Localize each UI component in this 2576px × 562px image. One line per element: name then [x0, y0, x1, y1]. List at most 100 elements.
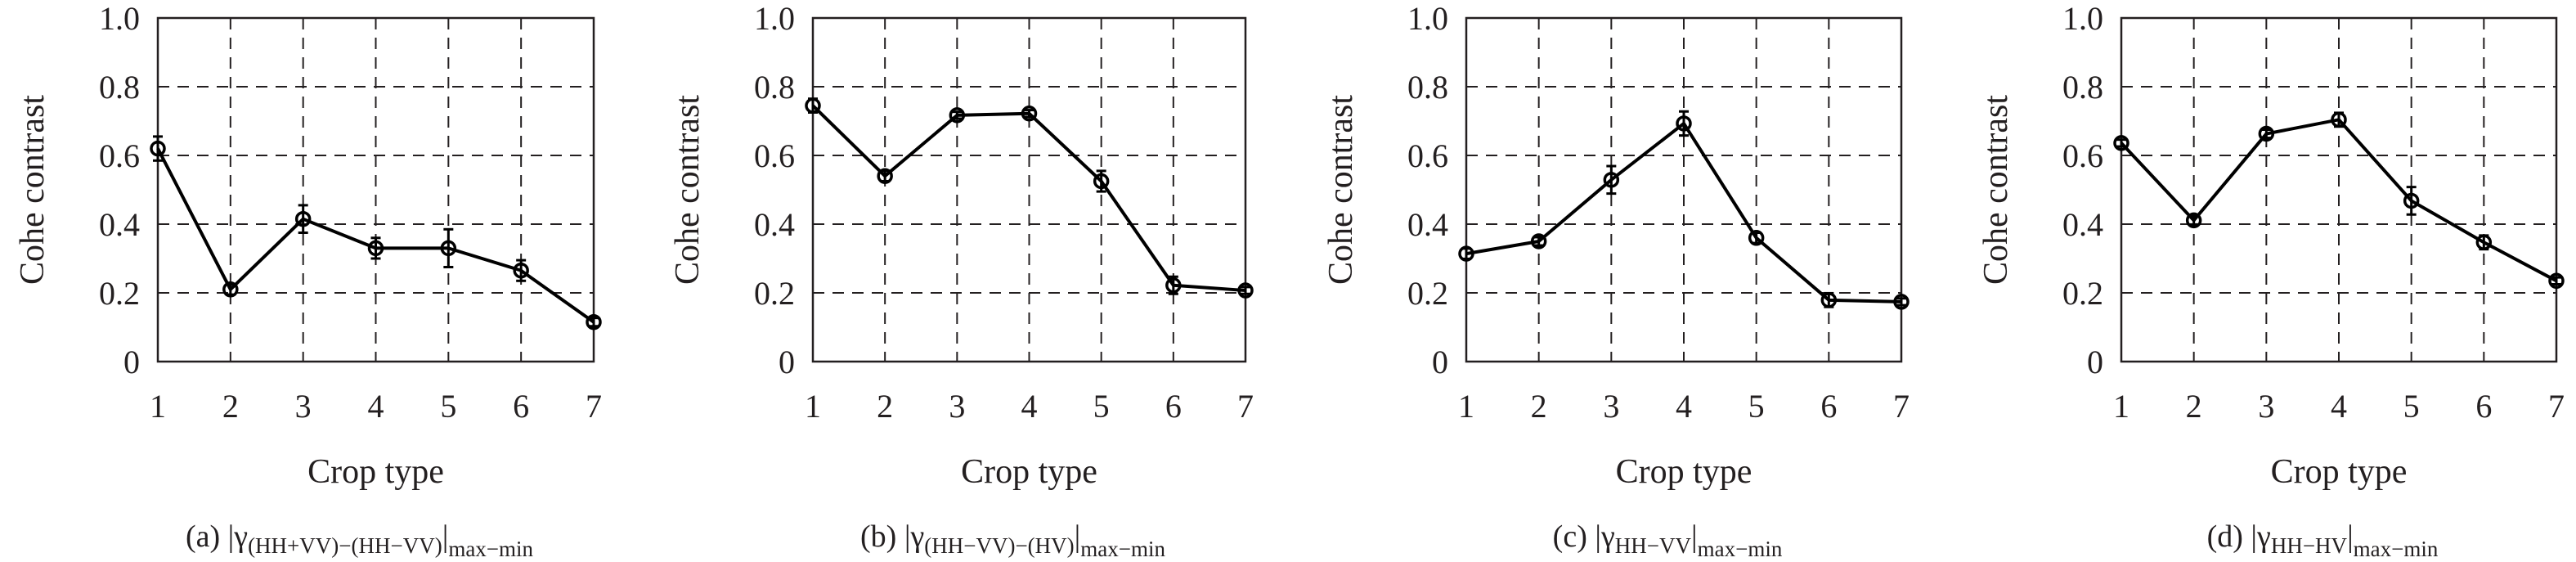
- x-tick-label: 7: [2548, 388, 2565, 425]
- x-tick-label: 6: [2475, 388, 2492, 425]
- error-bar: [952, 110, 963, 120]
- error-bar: [298, 204, 308, 234]
- data-point-marker: [150, 140, 166, 157]
- caption-outer-subscript: max−min: [1698, 537, 1783, 561]
- y-tick-label: 0.2: [754, 275, 795, 312]
- y-tick-label: 0.4: [2062, 206, 2103, 243]
- caption-symbol: γ: [1600, 519, 1615, 554]
- subfigure-caption: (d) |γHH−HV|max−min: [2207, 519, 2439, 561]
- data-point-marker: [2475, 234, 2493, 251]
- data-point-marker: [440, 240, 457, 257]
- caption-symbol: γ: [909, 519, 924, 554]
- y-tick-label: 1.0: [754, 0, 795, 37]
- error-bar: [2551, 276, 2561, 285]
- x-tick-label: 6: [1165, 388, 1182, 425]
- x-tick-label: 5: [1093, 388, 1110, 425]
- error-bar: [2406, 186, 2417, 216]
- subfigure-caption: (c) |γHH−VV|max−min: [1553, 519, 1783, 561]
- x-axis-label: Crop type: [307, 453, 444, 491]
- x-tick-label: 7: [1893, 388, 1910, 425]
- caption-label: (a): [186, 519, 228, 554]
- y-tick-label: 0.4: [754, 206, 795, 243]
- data-point-marker: [805, 97, 821, 114]
- error-bar: [1896, 297, 1906, 307]
- y-axis-label: Cohe contrast: [14, 95, 52, 285]
- data-point-marker: [294, 210, 312, 227]
- caption-symbol: γ: [233, 519, 248, 554]
- x-axis-label: Crop type: [961, 453, 1097, 491]
- chart-panel-c: 0 0.2 0.4 0.6 0.8 1.0 1 2 3 4 5 6 7 Crop type Cohe con…: [1322, 0, 1910, 561]
- x-tick-label: 6: [513, 388, 529, 425]
- x-tick-label: 4: [2331, 388, 2347, 425]
- data-point-marker: [1093, 173, 1110, 190]
- error-bar: [153, 135, 163, 162]
- error-bar: [1606, 164, 1617, 196]
- x-tick-label: 1: [2113, 388, 2129, 425]
- caption-subscript: HH−HV: [2271, 533, 2348, 558]
- chart-panel-a: 0 0.2 0.4 0.6 0.8 1.0 1 2 3 4 5 6 7 Crop type Cohe con…: [14, 0, 602, 561]
- data-point-marker: [2548, 272, 2565, 290]
- y-tick-label: 1.0: [99, 0, 140, 37]
- error-bar: [443, 227, 454, 268]
- data-point-marker: [1748, 230, 1765, 246]
- data-point-marker: [2185, 212, 2202, 229]
- x-tick-label: 7: [1237, 388, 1254, 425]
- data-point-marker: [877, 168, 893, 184]
- caption-subscript: HH−VV: [1615, 533, 1692, 558]
- data-point-marker: [1165, 277, 1182, 294]
- y-tick-label: 0.2: [1407, 275, 1448, 312]
- data-point-marker: [1530, 233, 1547, 250]
- x-tick-label: 2: [877, 388, 893, 425]
- caption-subscript: (HH−VV)−(HV): [924, 533, 1074, 558]
- caption-abs-close: |: [1691, 519, 1698, 554]
- x-tick-label: 4: [1676, 388, 1692, 425]
- data-point-marker: [513, 262, 529, 279]
- x-tick-label: 2: [1531, 388, 1547, 425]
- error-bar: [1241, 285, 1250, 295]
- y-tick-label: 0.8: [1407, 69, 1448, 106]
- x-tick-label: 1: [1458, 388, 1474, 425]
- x-tick-label: 5: [1748, 388, 1765, 425]
- y-tick-label: 0.2: [2062, 275, 2103, 312]
- data-point-marker: [1820, 292, 1838, 308]
- data-point-marker: [1603, 172, 1620, 188]
- y-tick-label: 0: [1432, 344, 1448, 380]
- x-tick-label: 3: [295, 388, 312, 425]
- y-tick-label: 0.4: [99, 206, 140, 243]
- caption-label: (d): [2207, 519, 2251, 554]
- y-tick-label: 0: [123, 344, 140, 380]
- data-point-marker: [586, 313, 602, 330]
- x-tick-label: 1: [150, 388, 166, 425]
- x-tick-label: 3: [949, 388, 965, 425]
- subfigure-caption: (a) |γ(HH+VV)−(HH−VV)|max−min: [186, 519, 534, 561]
- y-tick-label: 0: [2087, 344, 2103, 380]
- data-point-marker: [2258, 125, 2275, 142]
- caption-outer-subscript: max−min: [1080, 537, 1165, 561]
- x-tick-label: 5: [440, 388, 456, 425]
- caption-abs-close: |: [1075, 519, 1081, 554]
- error-bar: [1024, 109, 1034, 119]
- data-point-marker: [1893, 294, 1910, 310]
- plot-frame: [2120, 16, 2558, 363]
- x-tick-label: 3: [1603, 388, 1619, 425]
- data-point-marker: [1021, 106, 1038, 122]
- x-tick-label: 6: [1820, 388, 1837, 425]
- y-tick-label: 0.2: [99, 275, 140, 312]
- plot-frame: [811, 16, 1247, 363]
- chart-panel-d: 0 0.2 0.4 0.6 0.8 1.0 1 2 3 4 5 6 7 Crop type Cohe con…: [1977, 0, 2565, 561]
- error-bar: [1679, 110, 1689, 137]
- x-tick-label: 2: [222, 388, 239, 425]
- caption-abs-open: |: [904, 519, 911, 554]
- data-point-marker: [1237, 282, 1254, 299]
- caption-abs-close: |: [442, 519, 449, 554]
- y-tick-label: 0.6: [754, 137, 795, 174]
- caption-abs-open: |: [228, 519, 235, 554]
- y-tick-label: 0.8: [2062, 69, 2103, 106]
- y-tick-label: 0.8: [99, 69, 140, 106]
- data-point-marker: [222, 281, 239, 298]
- x-tick-label: 3: [2258, 388, 2274, 425]
- caption-abs-close: |: [2347, 519, 2354, 554]
- caption-label: (b): [860, 519, 904, 554]
- y-axis-label: Cohe contrast: [669, 95, 707, 285]
- x-tick-label: 4: [368, 388, 384, 425]
